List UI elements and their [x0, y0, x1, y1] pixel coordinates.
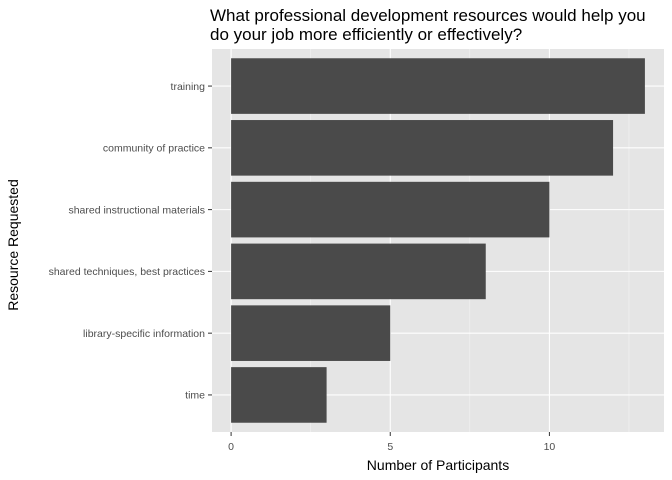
bar-4 — [231, 243, 486, 300]
y-tick-label: community of practice — [103, 143, 205, 155]
x-tick-label: 5 — [387, 441, 393, 453]
bar-5 — [231, 305, 391, 361]
x-tick-label: 10 — [544, 441, 556, 453]
y-axis-title: Resource Requested — [5, 179, 21, 311]
y-tick-label: shared instructional materials — [68, 204, 205, 216]
bar-2 — [231, 120, 614, 176]
x-axis: 0 5 10 — [228, 432, 555, 453]
y-tick-label: library-specific information — [83, 328, 205, 340]
y-tick-label: shared techniques, best practices — [49, 266, 205, 278]
bars — [231, 58, 645, 423]
y-tick-label: training — [171, 81, 206, 93]
bar-6 — [231, 367, 327, 423]
y-tick-label: time — [185, 390, 205, 402]
y-axis: training community of practice shared inst… — [49, 81, 212, 402]
bar-3 — [231, 181, 550, 238]
bar-1 — [231, 58, 645, 114]
x-axis-title: Number of Participants — [367, 457, 509, 473]
chart-title-line-2: do your job more efficiently or effectiv… — [210, 25, 522, 44]
chart-title-line-1: What professional development resources … — [210, 6, 646, 25]
x-tick-label: 0 — [228, 441, 234, 453]
